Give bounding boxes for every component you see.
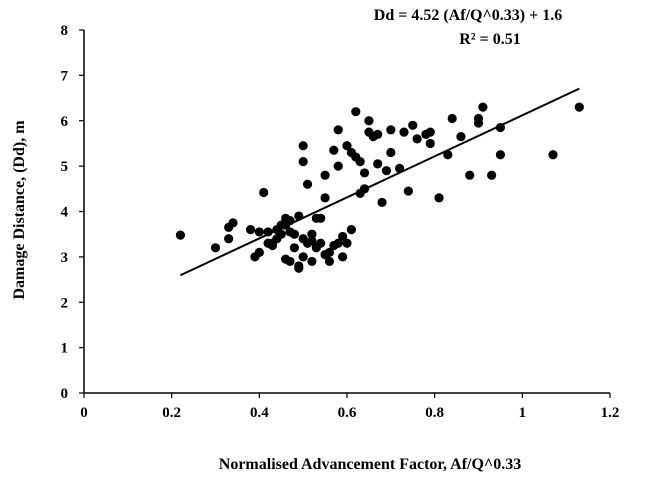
data-point <box>302 179 313 189</box>
trendline-group <box>180 87 580 277</box>
y-tick-label: 8 <box>61 23 69 39</box>
data-point <box>548 150 558 160</box>
data-point <box>307 236 317 246</box>
data-point <box>403 186 413 196</box>
data-point <box>373 159 383 169</box>
data-point <box>399 127 409 137</box>
data-point <box>487 170 497 180</box>
data-point <box>289 229 299 239</box>
data-point <box>338 252 348 262</box>
data-point <box>338 231 348 242</box>
data-point <box>316 213 326 223</box>
data-point <box>425 138 435 149</box>
data-point <box>443 150 453 160</box>
data-point <box>316 238 326 248</box>
data-point <box>408 120 418 130</box>
data-point <box>285 256 295 267</box>
data-point <box>254 227 264 237</box>
x-axis-title: Normalised Advancement Factor, Af/Q^0.33 <box>219 456 521 473</box>
x-tick-label: 1.2 <box>601 405 620 421</box>
data-point <box>355 156 365 167</box>
data-point <box>425 127 435 137</box>
data-point <box>346 225 356 235</box>
y-tick-label: 2 <box>61 295 69 311</box>
data-point <box>210 243 221 253</box>
data-point <box>386 125 396 135</box>
x-tick-label: 0 <box>80 405 88 421</box>
data-point <box>329 145 339 155</box>
x-tick-label: 0.8 <box>425 405 444 421</box>
data-point <box>333 125 343 135</box>
y-tick-label: 0 <box>61 386 69 402</box>
data-point <box>473 113 484 124</box>
data-point <box>298 252 308 262</box>
y-axis-title: Damage Distance, (Dd), m <box>11 120 28 300</box>
data-point <box>259 187 269 198</box>
y-tick-label: 4 <box>61 205 69 221</box>
data-point <box>324 247 335 257</box>
axes <box>83 30 610 394</box>
y-tick-label: 7 <box>61 68 69 84</box>
data-point <box>307 256 317 267</box>
data-point <box>351 107 361 117</box>
data-point <box>307 229 317 239</box>
data-point <box>289 243 299 253</box>
data-point <box>320 170 330 180</box>
y-tick-label: 3 <box>61 250 69 266</box>
data-point <box>254 247 264 257</box>
data-point <box>377 197 387 208</box>
data-point <box>386 147 396 158</box>
y-axis-ticks: 0 1 2 3 4 5 6 7 8 <box>61 23 84 402</box>
x-tick-label: 0.4 <box>250 405 269 421</box>
x-tick-label: 0.2 <box>162 405 181 421</box>
x-axis-ticks: 0 0.2 0.4 0.6 0.8 1 1.2 <box>80 393 619 421</box>
data-point <box>381 166 392 176</box>
r-squared-label: R² = 0.51 <box>459 31 520 48</box>
data-point <box>359 168 370 178</box>
data-point <box>364 116 374 126</box>
data-point <box>333 161 343 171</box>
data-point <box>434 193 444 203</box>
data-point <box>320 193 330 203</box>
data-point <box>447 113 457 124</box>
data-point <box>294 263 304 273</box>
data-point <box>342 238 352 248</box>
data-point <box>175 230 186 240</box>
data-point <box>495 150 506 160</box>
data-point <box>245 225 256 235</box>
data-point <box>412 134 422 144</box>
y-tick-label: 6 <box>61 114 69 130</box>
data-point <box>298 156 308 167</box>
data-point <box>224 234 234 244</box>
trendline <box>180 87 580 277</box>
x-tick-label: 1 <box>519 405 527 421</box>
data-point <box>478 102 488 112</box>
data-point <box>267 240 278 251</box>
data-point <box>373 129 383 139</box>
equation-label: Dd = 4.52 (Af/Q^0.33) + 1.6 <box>374 7 562 24</box>
data-point <box>465 170 475 180</box>
y-tick-label: 5 <box>61 159 69 175</box>
data-point <box>276 229 286 239</box>
data-points <box>175 102 584 273</box>
data-point <box>324 256 335 267</box>
data-point <box>574 102 584 112</box>
data-point <box>342 141 352 151</box>
data-point <box>456 132 466 142</box>
data-point <box>333 238 343 248</box>
data-point <box>228 218 238 228</box>
x-tick-label: 0.6 <box>338 405 357 421</box>
y-tick-label: 1 <box>61 341 69 357</box>
data-point <box>298 141 308 151</box>
